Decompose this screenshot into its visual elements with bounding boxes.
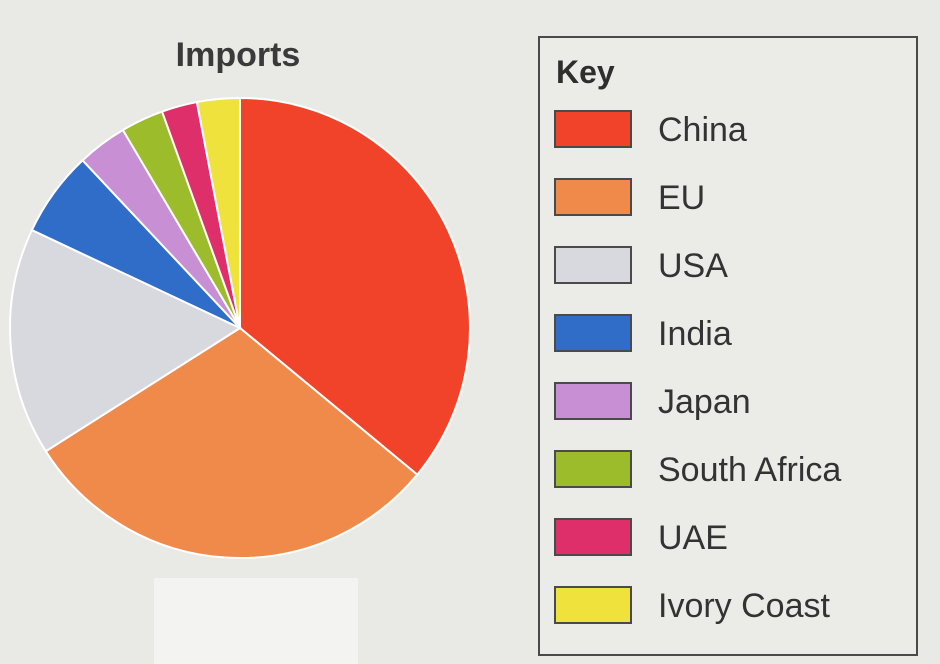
legend-swatch bbox=[554, 110, 632, 148]
legend-swatch bbox=[554, 450, 632, 488]
pie-slice-ivory-coast bbox=[195, 96, 241, 329]
legend-label: China bbox=[658, 111, 747, 149]
legend-swatch bbox=[554, 246, 632, 284]
pie-slice-eu bbox=[44, 326, 419, 559]
legend-label: Ivory Coast bbox=[658, 587, 830, 625]
legend-swatch bbox=[554, 586, 632, 624]
pie-slice-china bbox=[239, 96, 471, 477]
legend-swatch bbox=[554, 382, 632, 420]
legend: Key China EU USA India Japan South Africa UAE I… bbox=[538, 36, 918, 656]
blank-patch bbox=[154, 578, 358, 664]
legend-label: India bbox=[658, 315, 732, 353]
legend-label: Japan bbox=[658, 383, 751, 421]
legend-label: USA bbox=[658, 247, 728, 285]
legend-swatch bbox=[554, 518, 632, 556]
legend-label: EU bbox=[658, 179, 706, 217]
legend-title: Key bbox=[556, 54, 615, 90]
legend-swatch bbox=[554, 178, 632, 216]
pie-chart bbox=[9, 96, 471, 559]
legend-swatch bbox=[554, 314, 632, 352]
pie-slice-usa bbox=[9, 228, 243, 453]
legend-label: South Africa bbox=[658, 451, 842, 489]
legend-label: UAE bbox=[658, 519, 728, 557]
chart-title: Imports bbox=[175, 36, 301, 74]
